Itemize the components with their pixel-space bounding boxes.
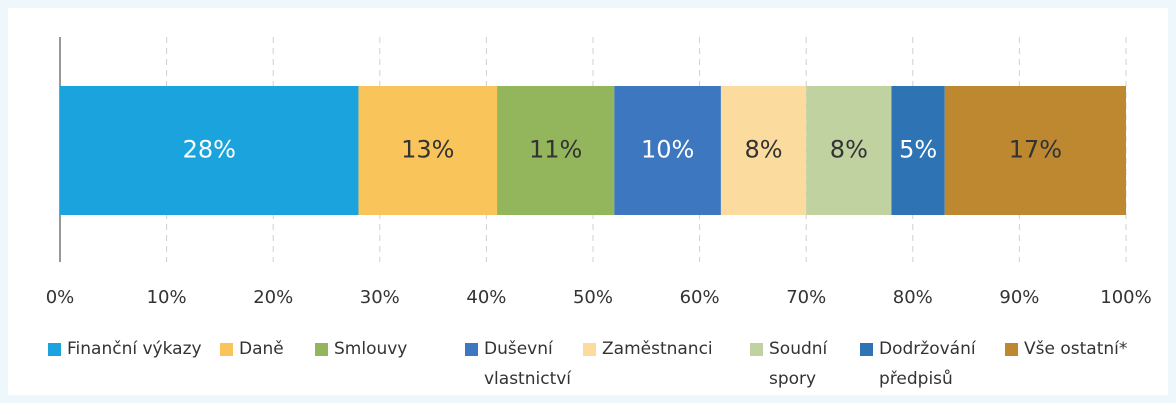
x-tick-label: 100% <box>1100 287 1151 308</box>
data-label: 8% <box>830 136 868 164</box>
x-tick-label: 50% <box>573 287 613 308</box>
legend-swatch <box>48 343 61 356</box>
legend-swatch <box>465 343 478 356</box>
legend-item: Zaměstnanci <box>583 334 713 364</box>
bar-segment <box>891 86 945 215</box>
data-label: 5% <box>899 136 937 164</box>
data-label: 13% <box>401 136 454 164</box>
bar-segment <box>614 86 721 215</box>
legend-swatch <box>1005 343 1018 356</box>
legend-label: Vše ostatní* <box>1024 339 1128 359</box>
bar-segment <box>806 86 892 215</box>
bar-segment <box>944 86 1126 215</box>
legend-swatch <box>220 343 233 356</box>
x-tick-label: 90% <box>999 287 1039 308</box>
x-tick-label: 40% <box>466 287 506 308</box>
legend-label: Smlouvy <box>334 339 408 359</box>
legend-item: Smlouvy <box>315 334 407 364</box>
bar-segment <box>720 86 807 215</box>
data-label: 10% <box>641 136 694 164</box>
x-tick-label: 60% <box>680 287 720 308</box>
legend-swatch <box>583 343 596 356</box>
x-tick-label: 70% <box>786 287 826 308</box>
legend-item: Daně <box>220 334 284 364</box>
legend-label: Soudní spory <box>769 339 828 389</box>
x-tick-label: 10% <box>147 287 187 308</box>
legend-label: Finanční výkazy <box>67 339 202 359</box>
legend-label: Daně <box>239 339 284 359</box>
bar-segment <box>358 86 498 215</box>
data-label: 28% <box>183 136 236 164</box>
x-tick-label: 20% <box>253 287 293 308</box>
legend-item: Vše ostatní* <box>1005 334 1127 364</box>
legend-label: Duševní vlastnictví <box>484 339 572 389</box>
data-label: 17% <box>1009 136 1062 164</box>
x-tick-label: 80% <box>893 287 933 308</box>
legend-label: Zaměstnanci <box>602 339 713 359</box>
x-tick-label: 0% <box>46 287 75 308</box>
legend-swatch <box>860 343 873 356</box>
bar-segment <box>60 86 359 215</box>
data-label: 11% <box>529 136 582 164</box>
legend-swatch <box>750 343 763 356</box>
bar-segment <box>497 86 615 215</box>
legend-swatch <box>315 343 328 356</box>
legend-item: Finanční výkazy <box>48 334 202 364</box>
x-tick-label: 30% <box>360 287 400 308</box>
data-label: 8% <box>745 136 783 164</box>
legend-item: Dodržování předpisů <box>860 334 1000 394</box>
legend-item: Duševní vlastnictví <box>465 334 575 394</box>
legend-item: Soudní spory <box>750 334 850 394</box>
legend-label: Dodržování předpisů <box>879 339 976 389</box>
